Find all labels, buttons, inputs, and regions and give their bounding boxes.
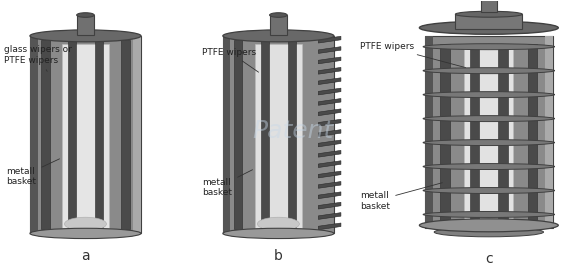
Polygon shape bbox=[318, 88, 341, 95]
Text: b: b bbox=[274, 249, 283, 263]
Polygon shape bbox=[318, 67, 341, 74]
Bar bbox=[498, 44, 507, 224]
Bar bbox=[30, 36, 38, 233]
Text: PTFE wipers: PTFE wipers bbox=[360, 42, 466, 68]
Bar bbox=[223, 36, 230, 233]
Ellipse shape bbox=[423, 68, 554, 74]
Text: metall
basket: metall basket bbox=[202, 170, 253, 197]
Polygon shape bbox=[318, 47, 341, 53]
Ellipse shape bbox=[455, 11, 522, 17]
Bar bbox=[234, 40, 243, 229]
Polygon shape bbox=[318, 202, 341, 209]
Bar bbox=[288, 40, 296, 229]
Ellipse shape bbox=[223, 30, 334, 42]
Polygon shape bbox=[318, 161, 341, 168]
Ellipse shape bbox=[64, 217, 107, 231]
Bar bbox=[77, 15, 94, 35]
Bar bbox=[481, 0, 497, 12]
Text: c: c bbox=[485, 252, 493, 266]
Text: glass wipers or
PTFE wipers: glass wipers or PTFE wipers bbox=[4, 45, 71, 71]
Bar bbox=[441, 44, 450, 224]
Polygon shape bbox=[318, 150, 341, 157]
Text: Patent: Patent bbox=[253, 119, 333, 143]
Ellipse shape bbox=[420, 219, 558, 232]
Text: PTFE wipers: PTFE wipers bbox=[202, 48, 258, 72]
Polygon shape bbox=[318, 140, 341, 147]
Ellipse shape bbox=[423, 140, 554, 146]
Bar bbox=[545, 36, 553, 228]
Bar bbox=[455, 14, 522, 29]
Polygon shape bbox=[318, 192, 341, 199]
Ellipse shape bbox=[223, 228, 334, 239]
Ellipse shape bbox=[423, 212, 554, 217]
Ellipse shape bbox=[423, 92, 554, 98]
Polygon shape bbox=[318, 36, 341, 43]
Bar bbox=[62, 44, 109, 228]
Ellipse shape bbox=[423, 44, 554, 50]
Text: metall
basket: metall basket bbox=[6, 159, 60, 186]
Bar bbox=[42, 40, 50, 229]
Ellipse shape bbox=[423, 116, 554, 122]
Text: a: a bbox=[81, 249, 90, 263]
Polygon shape bbox=[318, 181, 341, 188]
Polygon shape bbox=[318, 98, 341, 105]
Bar bbox=[30, 36, 141, 233]
Bar bbox=[261, 40, 269, 229]
Ellipse shape bbox=[423, 187, 554, 193]
Text: metall
basket: metall basket bbox=[360, 183, 442, 211]
Bar bbox=[255, 44, 302, 228]
Polygon shape bbox=[318, 57, 341, 64]
Polygon shape bbox=[318, 223, 341, 230]
Polygon shape bbox=[318, 171, 341, 178]
Bar bbox=[68, 40, 76, 229]
Polygon shape bbox=[318, 130, 341, 136]
Bar bbox=[121, 40, 130, 229]
Polygon shape bbox=[318, 213, 341, 220]
Bar bbox=[528, 44, 537, 224]
Polygon shape bbox=[318, 109, 341, 116]
Ellipse shape bbox=[270, 13, 287, 17]
Bar bbox=[465, 44, 513, 222]
Ellipse shape bbox=[423, 163, 554, 169]
Ellipse shape bbox=[434, 227, 543, 237]
Ellipse shape bbox=[30, 228, 141, 239]
Ellipse shape bbox=[30, 30, 141, 42]
Bar bbox=[424, 36, 432, 228]
Polygon shape bbox=[318, 78, 341, 85]
Bar bbox=[223, 36, 334, 233]
Bar bbox=[134, 36, 141, 233]
Bar bbox=[95, 40, 103, 229]
Polygon shape bbox=[318, 119, 341, 126]
Bar bbox=[424, 36, 553, 228]
Ellipse shape bbox=[420, 21, 558, 34]
Bar bbox=[470, 44, 479, 224]
Bar bbox=[270, 15, 287, 35]
Ellipse shape bbox=[257, 217, 299, 231]
Ellipse shape bbox=[77, 13, 94, 17]
